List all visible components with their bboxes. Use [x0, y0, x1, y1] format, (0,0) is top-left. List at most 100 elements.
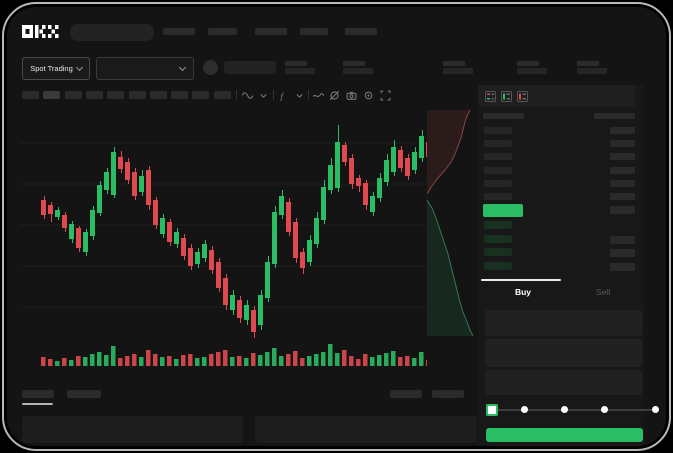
interval-pill[interactable]	[43, 91, 61, 99]
interval-pill[interactable]	[107, 91, 125, 99]
ask-amount-placeholder[interactable]	[610, 180, 635, 187]
bid-amount-placeholder[interactable]	[610, 236, 635, 244]
stat-value-placeholder	[285, 68, 315, 74]
nav-item-5[interactable]	[345, 28, 377, 35]
function-icon[interactable]: f	[278, 90, 289, 101]
interval-pill[interactable]	[64, 91, 82, 99]
pair-name-placeholder	[224, 61, 276, 74]
bottom-action-2[interactable]	[432, 390, 464, 398]
amount-input[interactable]	[485, 339, 642, 367]
last-price-highlight[interactable]	[483, 204, 523, 217]
total-input[interactable]	[485, 370, 642, 395]
ask-price-placeholder[interactable]	[484, 127, 512, 134]
depth-chart	[427, 108, 478, 340]
bottom-field-left[interactable]	[22, 416, 243, 443]
buy-tab-label: Buy	[514, 287, 532, 297]
screen: Spot Trading f	[7, 7, 666, 446]
orderbook-amount-header	[594, 113, 635, 119]
slider-stop[interactable]	[601, 406, 608, 413]
ask-price-placeholder[interactable]	[484, 153, 512, 160]
stat-value-placeholder	[517, 68, 547, 74]
chevron-down-icon	[75, 63, 83, 72]
stat-label-placeholder	[443, 61, 465, 66]
ask-price-placeholder[interactable]	[484, 167, 512, 174]
stat-value-placeholder	[443, 68, 473, 74]
book-both-icon[interactable]	[485, 91, 496, 102]
bottom-action-1[interactable]	[390, 390, 422, 398]
pair-dropdown[interactable]	[96, 57, 194, 80]
amount-slider[interactable]	[486, 403, 659, 417]
slider-stop[interactable]	[652, 406, 659, 413]
toolbar-divider	[236, 90, 237, 100]
orderbook-toolbar	[478, 85, 635, 107]
ask-amount-placeholder[interactable]	[610, 140, 635, 147]
stat-label-placeholder	[285, 61, 307, 66]
slider-handle[interactable]	[486, 404, 498, 416]
slider-stop[interactable]	[521, 406, 528, 413]
ask-amount-placeholder[interactable]	[610, 193, 635, 200]
interval-pill[interactable]	[85, 91, 103, 99]
ask-amount-placeholder[interactable]	[610, 153, 635, 160]
book-asks-icon[interactable]	[517, 91, 528, 102]
stat-value-placeholder	[577, 68, 607, 74]
slider-track	[490, 409, 656, 411]
ask-amount-placeholder[interactable]	[610, 167, 635, 174]
bid-price-placeholder[interactable]	[484, 248, 512, 256]
market-type-dropdown[interactable]: Spot Trading	[22, 57, 90, 80]
svg-text:f: f	[280, 91, 284, 101]
price-input[interactable]	[485, 310, 642, 336]
slider-stop[interactable]	[561, 406, 568, 413]
chevron-down-icon	[178, 63, 187, 72]
candlestick-chart[interactable]	[20, 108, 427, 368]
interval-pill[interactable]	[171, 91, 189, 99]
bottom-tab-1[interactable]	[22, 390, 54, 398]
bottom-tab-indicator	[22, 403, 53, 405]
ask-price-placeholder[interactable]	[484, 180, 512, 187]
bid-price-placeholder[interactable]	[484, 221, 512, 229]
camera-icon[interactable]	[346, 90, 357, 101]
ask-price-placeholder[interactable]	[484, 140, 512, 147]
strike-circle-icon[interactable]	[329, 90, 340, 101]
tab-buy[interactable]: Buy	[483, 283, 563, 301]
tab-sell[interactable]: Sell	[563, 283, 643, 301]
caret-down-icon[interactable]	[294, 90, 305, 101]
nav-item-3[interactable]	[255, 28, 287, 35]
interval-pill[interactable]	[213, 91, 231, 99]
bid-price-placeholder[interactable]	[484, 262, 512, 270]
wave-icon[interactable]	[242, 90, 253, 101]
stat-label-placeholder	[517, 61, 539, 66]
book-bids-icon[interactable]	[501, 91, 512, 102]
buy-tab-indicator	[481, 279, 561, 281]
bottom-field-right[interactable]	[255, 416, 477, 443]
ask-amount-placeholder[interactable]	[610, 127, 635, 134]
ask-price-placeholder[interactable]	[484, 193, 512, 200]
interval-pill[interactable]	[149, 91, 167, 99]
coin-avatar	[203, 60, 218, 75]
interval-pill[interactable]	[22, 91, 39, 99]
stat-label-placeholder	[343, 61, 365, 66]
curve-icon[interactable]	[313, 90, 324, 101]
nav-item-1[interactable]	[163, 28, 195, 35]
global-search-input[interactable]	[70, 24, 154, 41]
interval-pill[interactable]	[128, 91, 146, 99]
stat-value-placeholder	[343, 68, 373, 74]
okx-logo[interactable]	[22, 25, 60, 38]
nav-item-4[interactable]	[300, 28, 328, 35]
toolbar-divider	[273, 90, 274, 100]
bid-amount-placeholder[interactable]	[610, 249, 635, 257]
bottom-tab-2[interactable]	[67, 390, 101, 398]
sell-tab-label: Sell	[595, 287, 611, 297]
last-price-amount	[610, 206, 635, 214]
market-type-label: Spot Trading	[30, 64, 73, 73]
bid-amount-placeholder[interactable]	[610, 263, 635, 271]
orderbook-price-header	[483, 113, 524, 119]
caret-down-icon[interactable]	[258, 90, 269, 101]
app-root: Spot Trading f	[7, 7, 666, 446]
stat-label-placeholder	[577, 61, 599, 66]
settings-icon[interactable]	[363, 90, 374, 101]
interval-pill[interactable]	[192, 91, 210, 99]
bid-price-placeholder[interactable]	[484, 235, 512, 243]
buy-button[interactable]	[486, 428, 643, 442]
nav-item-2[interactable]	[208, 28, 237, 35]
fullscreen-icon[interactable]	[380, 90, 391, 101]
